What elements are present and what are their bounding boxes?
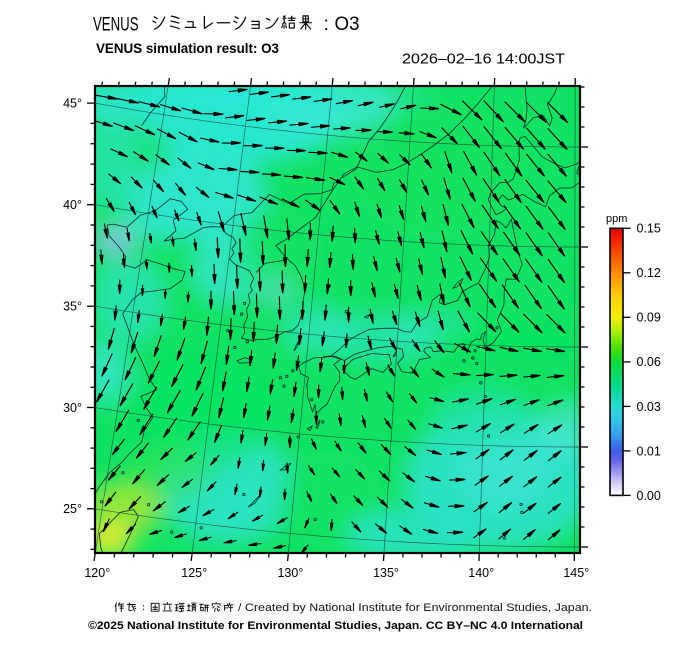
svg-text:40°: 40° [63,198,82,212]
svg-text:140°: 140° [468,566,494,580]
svg-text:145°: 145° [563,566,589,580]
svg-text:0.15: 0.15 [637,222,661,236]
svg-text:120°: 120° [84,566,110,580]
svg-text:0.06: 0.06 [637,355,661,369]
svg-text:0.09: 0.09 [637,311,661,325]
svg-text:2026–02–16 14:00JST: 2026–02–16 14:00JST [402,51,565,68]
svg-text:0.01: 0.01 [637,444,661,458]
svg-text:35°: 35° [63,300,82,314]
svg-text:/ Created by National Institut: / Created by National Institute for Envi… [238,602,592,614]
svg-text:45°: 45° [63,96,82,110]
svg-text:0.12: 0.12 [637,266,661,280]
svg-text:O3: O3 [335,13,360,35]
svg-text:VENUS simulation result: O3: VENUS simulation result: O3 [96,41,279,56]
svg-text:125°: 125° [181,566,207,580]
svg-text:30°: 30° [63,401,82,415]
svg-text:0.00: 0.00 [637,489,661,503]
svg-text::: : [324,13,329,35]
svg-text:25°: 25° [63,502,82,516]
svg-text:VENUS: VENUS [93,14,139,36]
svg-text:130°: 130° [277,566,303,580]
svg-text:ppm: ppm [606,213,627,225]
svg-text:0.03: 0.03 [637,400,661,414]
svg-text:©2025 National Institute for E: ©2025 National Institute for Environment… [88,620,583,632]
svg-text:135°: 135° [373,566,399,580]
